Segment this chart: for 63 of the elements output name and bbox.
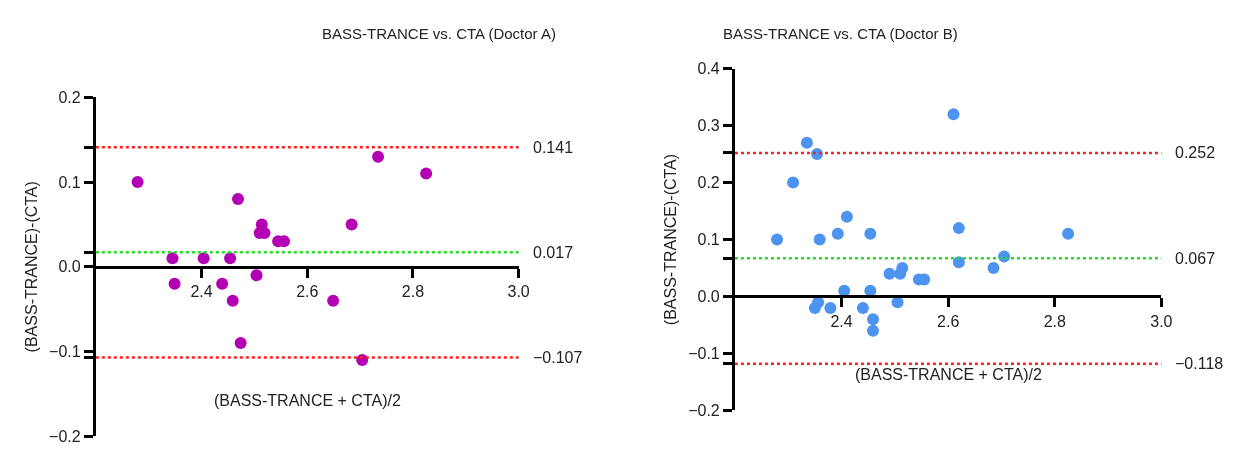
y-tick-label: −0.2 — [49, 427, 81, 445]
y-axis-title: (BASS-TRANCE)-(CTA) — [662, 153, 680, 326]
y-axis-title: (BASS-TRANCE)-(CTA) — [22, 181, 40, 353]
ref-line-label: −0.107 — [533, 349, 583, 366]
point — [896, 262, 909, 274]
point — [856, 301, 869, 314]
point — [232, 193, 245, 205]
point — [787, 176, 800, 189]
y-tick-label: 0.3 — [697, 117, 720, 135]
point — [234, 336, 247, 349]
point — [947, 108, 960, 121]
x-axis-title: (BASS-TRANCE + CTA)/2 — [855, 366, 1042, 383]
point — [327, 294, 340, 307]
point — [867, 324, 880, 337]
x-tick-label: 2.6 — [937, 312, 960, 330]
point — [864, 227, 877, 240]
point — [197, 252, 210, 265]
x-tick-label: 2.4 — [830, 312, 853, 330]
y-tick-label: 0.4 — [697, 60, 720, 78]
point — [824, 301, 837, 314]
ref-line-label: 0.067 — [1175, 250, 1216, 267]
point — [226, 294, 239, 307]
y-tick-label: 0.2 — [58, 88, 81, 106]
chart-title: BASS-TRANCE vs. CTA (Doctor A) — [322, 25, 556, 42]
y-tick-label: −0.1 — [688, 345, 720, 363]
point — [831, 227, 844, 240]
point — [166, 252, 179, 265]
point — [250, 269, 263, 282]
point — [372, 150, 385, 163]
y-tick-label: 0.1 — [58, 173, 81, 191]
point — [771, 233, 784, 246]
point — [987, 262, 1000, 274]
y-tick-label: 0.0 — [58, 258, 81, 276]
point — [168, 277, 181, 290]
y-tick-label: 0.1 — [697, 231, 720, 249]
point — [216, 277, 229, 290]
x-axis-title: (BASS-TRANCE + CTA)/2 — [214, 392, 401, 409]
point — [952, 222, 965, 235]
point — [883, 267, 896, 280]
point — [813, 233, 826, 246]
x-tick-label: 2.8 — [401, 282, 425, 300]
point — [1062, 227, 1075, 240]
point — [840, 210, 853, 223]
x-tick-label: 3.0 — [507, 282, 530, 300]
chart-title: BASS-TRANCE vs. CTA (Doctor B) — [723, 25, 958, 42]
ref-line-label: −0.118 — [1175, 355, 1224, 372]
x-tick-label: 2.8 — [1043, 312, 1067, 330]
point — [420, 167, 433, 180]
y-tick-label: −0.2 — [688, 402, 720, 420]
x-tick-label: 3.0 — [1150, 312, 1173, 330]
y-tick-label: 0.2 — [697, 174, 720, 192]
point — [131, 176, 144, 189]
y-tick-label: −0.1 — [49, 343, 81, 361]
point — [867, 313, 880, 326]
point — [224, 252, 237, 265]
y-tick-label: 0.0 — [697, 288, 720, 306]
point — [800, 136, 813, 149]
x-tick-label: 2.6 — [296, 282, 319, 300]
ref-line-label: 0.141 — [533, 139, 574, 156]
x-tick-label: 2.4 — [190, 282, 213, 300]
point — [345, 218, 358, 231]
ref-line-label: 0.017 — [533, 244, 574, 261]
ref-line-label: 0.252 — [1175, 144, 1216, 161]
